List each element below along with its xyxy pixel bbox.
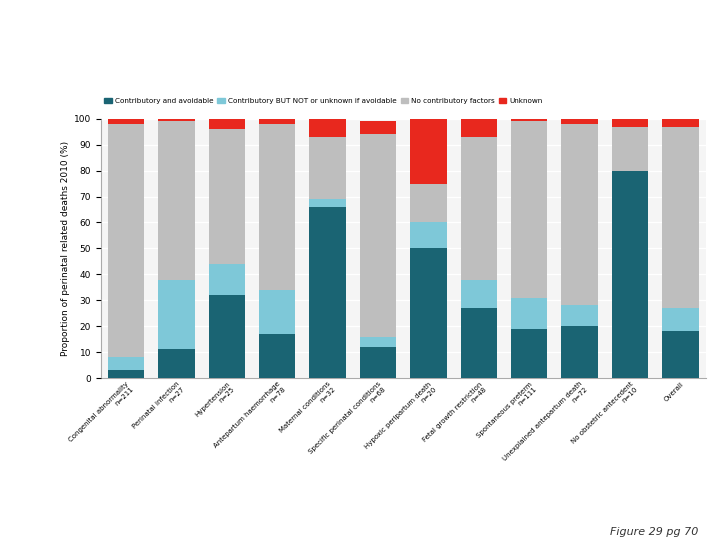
Bar <box>612 126 648 171</box>
Bar <box>310 207 346 378</box>
Bar <box>511 329 547 378</box>
Bar <box>108 119 144 124</box>
Bar <box>461 280 497 308</box>
Bar <box>360 347 396 378</box>
Bar <box>158 122 194 280</box>
Bar <box>410 184 446 222</box>
Bar <box>562 124 598 306</box>
Bar <box>612 119 648 126</box>
Bar <box>410 222 446 248</box>
Bar <box>209 264 245 295</box>
Bar <box>209 129 245 264</box>
Bar <box>562 119 598 124</box>
Bar <box>108 124 144 357</box>
Bar <box>461 119 497 137</box>
Bar <box>158 119 194 122</box>
Bar <box>612 171 648 378</box>
Bar <box>360 336 396 347</box>
Legend: Contributory and avoidable, Contributory BUT NOT or unknown if avoidable, No con: Contributory and avoidable, Contributory… <box>104 98 542 104</box>
Bar <box>310 137 346 199</box>
Bar <box>108 357 144 370</box>
Text: Contributory factors by cause of: Contributory factors by cause of <box>248 22 630 42</box>
Bar <box>410 248 446 378</box>
Bar <box>662 332 698 378</box>
Bar <box>562 326 598 378</box>
Bar <box>108 370 144 378</box>
Bar <box>662 119 698 126</box>
Bar <box>662 308 698 332</box>
Bar <box>511 298 547 329</box>
Bar <box>461 308 497 378</box>
Bar <box>310 199 346 207</box>
Y-axis label: Proportion of perinatal related deaths 2010 (%): Proportion of perinatal related deaths 2… <box>60 141 70 356</box>
Bar <box>511 119 547 122</box>
Bar <box>158 349 194 378</box>
FancyBboxPatch shape <box>0 0 155 92</box>
Bar <box>259 334 295 378</box>
Text: Figure 29 pg 70: Figure 29 pg 70 <box>610 527 698 537</box>
Bar <box>259 290 295 334</box>
Text: perinatal related death ’09-’10: perinatal related death ’09-’10 <box>257 62 621 82</box>
Bar <box>511 122 547 298</box>
Bar <box>259 119 295 124</box>
Bar <box>410 119 446 184</box>
Bar <box>360 134 396 336</box>
Bar <box>662 126 698 308</box>
Bar <box>209 119 245 129</box>
Bar <box>259 124 295 290</box>
Bar <box>209 295 245 378</box>
Bar <box>158 280 194 349</box>
Bar <box>461 137 497 280</box>
Bar <box>310 119 346 137</box>
Bar <box>562 306 598 326</box>
Bar <box>360 122 396 134</box>
